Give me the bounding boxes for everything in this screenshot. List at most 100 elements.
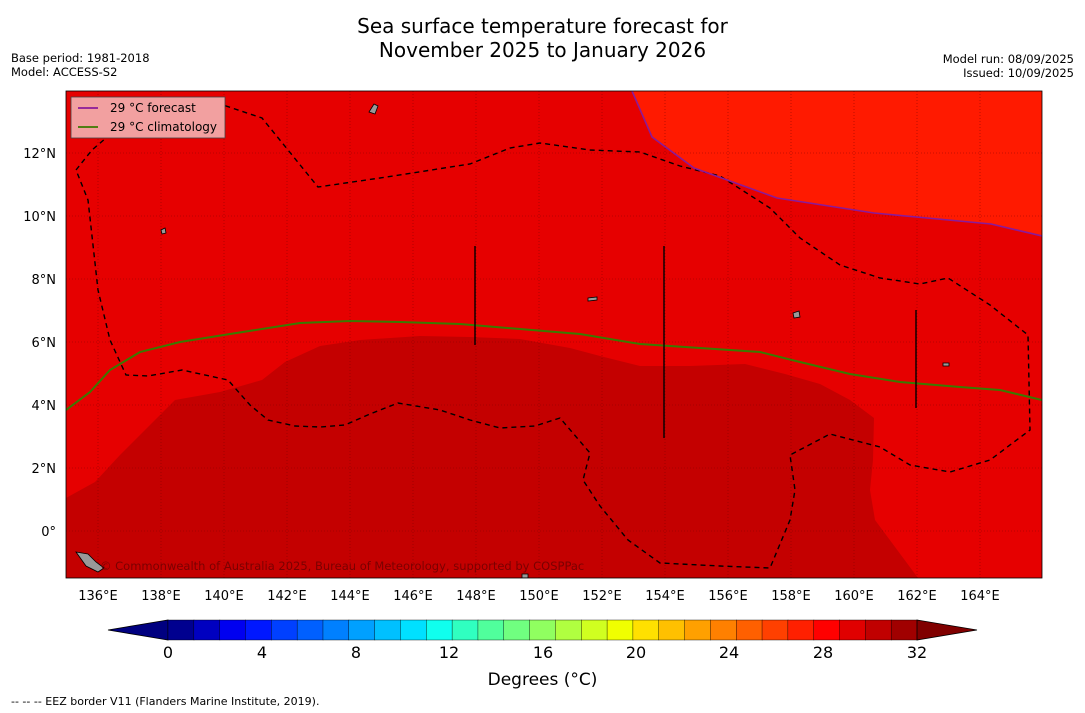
colorbar-cell: [736, 619, 763, 641]
colorbar-cell: [271, 619, 298, 641]
model-run: Model run: 08/09/2025: [942, 52, 1074, 66]
colorbar-cell: [193, 619, 221, 641]
lon-label: 164°E: [960, 589, 1000, 604]
legend-box: [70, 96, 226, 139]
model-name: Model: ACCESS-S2: [11, 65, 118, 79]
lon-label: 148°E: [456, 589, 496, 604]
colorbar-cell: [477, 619, 505, 641]
colorbar-cell: [219, 619, 246, 641]
lat-label: 8°N: [32, 273, 57, 288]
lat-label: 6°N: [32, 336, 57, 351]
island-1: [368, 103, 379, 115]
colorbar-under-arrow: [107, 619, 169, 641]
colorbar-cells: [167, 619, 918, 641]
lat-label: 2°N: [32, 462, 57, 477]
colorbar-cell: [555, 619, 582, 641]
lat-labels: 12°N 10°N 8°N 6°N 4°N 2°N 0°: [23, 147, 56, 540]
eez-footnote: -- -- -- EEZ border V11 (Flanders Marine…: [11, 695, 320, 708]
colorbar-cell: [296, 619, 324, 641]
lon-label: 140°E: [204, 589, 244, 604]
colorbar-cell: [529, 619, 556, 641]
colorbar-tick: 4: [257, 643, 267, 662]
legend-climatology-label: 29 °C climatology: [110, 120, 217, 134]
lat-label: 4°N: [32, 399, 57, 414]
sst-region-29-30-se: [880, 400, 1042, 578]
colorbar-cell: [865, 619, 892, 641]
colorbar-tick: 28: [813, 643, 833, 662]
lon-label: 136°E: [78, 589, 118, 604]
colorbar-cell: [167, 619, 195, 641]
island-6: [587, 296, 598, 302]
colorbar-cell: [451, 619, 479, 641]
lon-label: 142°E: [267, 589, 307, 604]
colorbar-cell: [890, 619, 918, 641]
meta-right: Model run: 08/09/2025 Issued: 10/09/2025: [943, 52, 1074, 80]
island-3: [792, 310, 801, 319]
climatology-29c-line: [66, 319, 1042, 411]
colorbar-cell: [374, 619, 401, 641]
colorbar-tick: 20: [626, 643, 646, 662]
eez-border: [75, 103, 1031, 569]
colorbar-cell: [761, 619, 789, 641]
island-4: [75, 551, 105, 573]
lon-label: 152°E: [582, 589, 622, 604]
island-7: [942, 362, 950, 367]
colorbar-cell: [400, 619, 427, 641]
lon-label: 144°E: [330, 589, 370, 604]
sst-region-28-29-north: [632, 91, 1042, 236]
title-line-2: November 2025 to January 2026: [378, 38, 707, 62]
base-period: Base period: 1981-2018: [11, 51, 150, 65]
legend-forecast-label: 29 °C forecast: [110, 101, 196, 115]
colorbar-cell: [787, 619, 815, 641]
map-title: Sea surface temperature forecast for Nov…: [0, 14, 1085, 62]
lon-labels: 136°E 138°E 140°E 142°E 144°E 146°E 148°…: [78, 589, 1000, 604]
colorbar-tick: 8: [351, 643, 361, 662]
lon-label: 160°E: [834, 589, 874, 604]
title-line-1: Sea surface temperature forecast for: [357, 14, 728, 38]
lon-label: 150°E: [519, 589, 559, 604]
issued-date: Issued: 10/09/2025: [963, 66, 1074, 80]
lat-label: 10°N: [23, 210, 56, 225]
colorbar-ticks: 0 4 8 12 16 20 24 28 32: [163, 643, 927, 662]
lon-label: 146°E: [393, 589, 433, 604]
colorbar-cell: [322, 619, 350, 641]
colorbar-cell: [503, 619, 531, 641]
colorbar-tick: 0: [163, 643, 173, 662]
meta-left: Base period: 1981-2018 Model: ACCESS-S2: [11, 51, 150, 79]
map-area: © Commonwealth of Australia 2025, Bureau…: [66, 91, 1042, 578]
copyright-text: © Commonwealth of Australia 2025, Bureau…: [100, 559, 584, 573]
colorbar-cell: [684, 619, 711, 641]
island-2: [160, 227, 167, 235]
colorbar-cell: [632, 619, 660, 641]
colorbar-cell: [581, 619, 608, 641]
sst-region-30-31: [66, 336, 918, 578]
colorbar-tick: 24: [719, 643, 739, 662]
colorbar-cell: [348, 619, 376, 641]
colorbar-cell: [839, 619, 866, 641]
lon-label: 162°E: [897, 589, 937, 604]
colorbar-cell: [426, 619, 453, 641]
colorbar-cell: [710, 619, 737, 641]
colorbar-cell: [606, 619, 634, 641]
gridlines: [66, 91, 1042, 578]
lon-label: 154°E: [645, 589, 685, 604]
colorbar: [107, 619, 978, 641]
colorbar-tick: 12: [439, 643, 459, 662]
colorbar-cell: [658, 619, 686, 641]
lon-label: 138°E: [141, 589, 181, 604]
island-5: [521, 573, 529, 578]
lat-label: 0°: [41, 525, 56, 540]
islands: [75, 103, 950, 578]
colorbar-tick: 32: [907, 643, 927, 662]
lon-label: 156°E: [708, 589, 748, 604]
legend: 29 °C forecast 29 °C climatology: [70, 96, 226, 139]
colorbar-cell: [813, 619, 841, 641]
lat-label: 12°N: [23, 147, 56, 162]
colorbar-cell: [245, 619, 272, 641]
map-border: [65, 90, 1043, 579]
lon-label: 158°E: [771, 589, 811, 604]
forecast-29c-line: [631, 91, 1042, 237]
colorbar-tick: 16: [533, 643, 553, 662]
colorbar-label: Degrees (°C): [487, 670, 598, 690]
